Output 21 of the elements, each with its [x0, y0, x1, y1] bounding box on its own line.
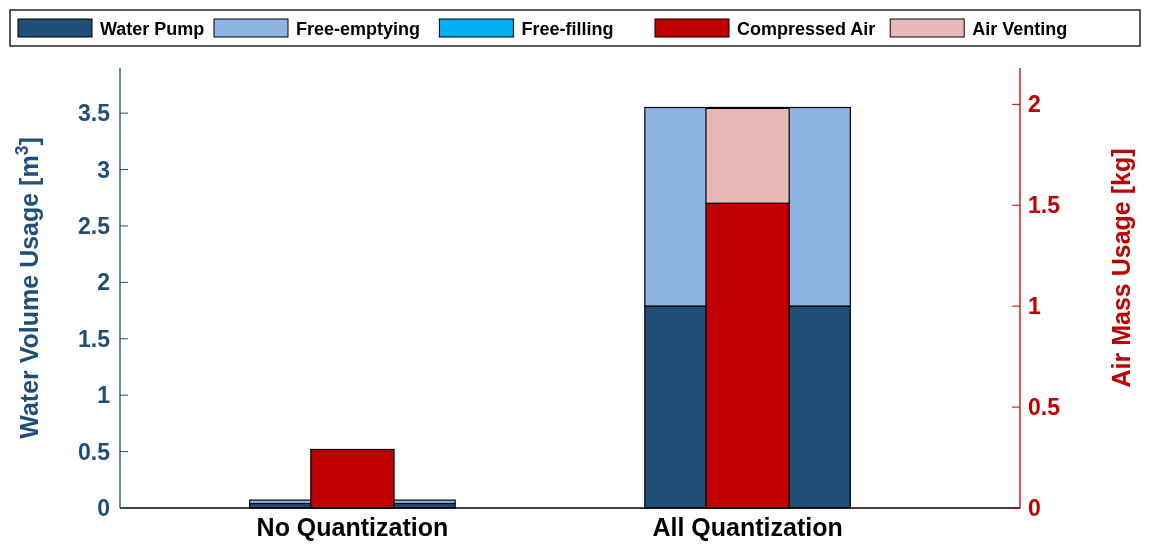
y2-tick-label: 2	[1028, 91, 1041, 118]
y2-axis-title: Air Mass Usage [kg]	[1107, 148, 1135, 388]
y-tick-label: 0	[97, 495, 110, 521]
legend-label: Air Venting	[972, 19, 1068, 39]
y-tick-label: 3	[97, 156, 110, 183]
y-tick-label: 1	[97, 382, 111, 409]
legend-label: Water Pump	[100, 19, 205, 39]
legend-label: Free-emptying	[296, 19, 421, 39]
y2-tick-label: 0.5	[1028, 394, 1061, 421]
legend-label: Compressed Air	[737, 19, 876, 39]
y-tick-label: 0.5	[78, 438, 111, 465]
x-tick-label: All Quantization	[652, 513, 843, 541]
legend-label: Free-filling	[521, 19, 614, 39]
x-tick-label: No Quantization	[256, 513, 449, 541]
y2-tick-label: 1.5	[1028, 192, 1061, 219]
y-tick-label: 3.5	[78, 100, 111, 127]
y-tick-label: 2	[97, 269, 110, 296]
y-tick-label: 2.5	[78, 212, 111, 239]
y2-tick-label: 0	[1028, 495, 1041, 521]
y2-tick-label: 1	[1028, 293, 1041, 320]
y-tick-label: 1.5	[78, 325, 111, 352]
